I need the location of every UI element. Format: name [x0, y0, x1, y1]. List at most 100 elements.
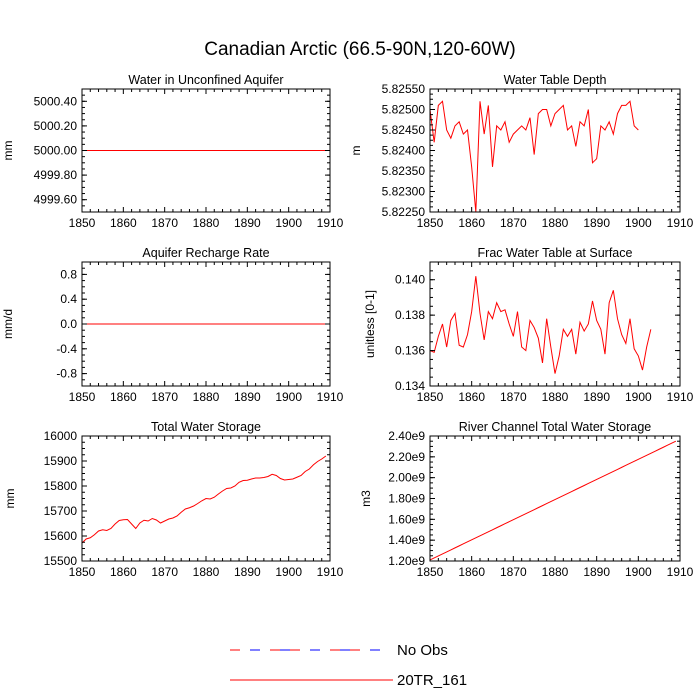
x-tick-label: 1910: [317, 390, 344, 404]
y-axis-label: unitless [0-1]: [363, 290, 377, 358]
x-tick-label: 1850: [417, 216, 444, 230]
chart-title: Total Water Storage: [151, 420, 261, 434]
x-tick-label: 1880: [542, 390, 569, 404]
figure-title: Canadian Arctic (66.5-90N,120-60W): [204, 39, 516, 60]
chart-p1: Water in Unconfined Aquifer 1850 1860 1870 1…: [1, 73, 344, 230]
series-line: [429, 100, 639, 213]
x-tick-label: 1890: [234, 216, 261, 230]
chart-title: Aquifer Recharge Rate: [142, 246, 269, 260]
y-tick-label: 5000.20: [34, 119, 78, 133]
x-tick-label: 1860: [458, 216, 485, 230]
x-tick-label: 1900: [275, 216, 302, 230]
chart-p6: River Channel Total Water Storage 1850 186…: [359, 420, 694, 579]
y-tick-label: 15700: [44, 504, 78, 518]
legend: No Obs 20TR_161: [230, 642, 467, 689]
y-tick-label: 5.82500: [382, 103, 426, 117]
y-tick-label: 5.82250: [382, 205, 426, 219]
x-tick-label: 1870: [500, 390, 527, 404]
x-tick-label: 1890: [234, 390, 261, 404]
y-tick-label: 15500: [44, 554, 78, 568]
y-tick-label: 0.4: [60, 292, 77, 306]
y-tick-label: 2.00e9: [388, 471, 425, 485]
y-tick-label: 0.0: [60, 317, 77, 331]
y-axis-label: mm: [3, 489, 17, 509]
series-line: [81, 455, 327, 544]
x-tick-label: 1870: [151, 565, 178, 579]
y-tick-label: 2.40e9: [388, 429, 425, 443]
y-axis-label: mm: [1, 141, 15, 161]
x-tick-label: 1870: [500, 216, 527, 230]
y-tick-label: 15900: [44, 454, 78, 468]
series-line: [429, 440, 677, 561]
x-tick-label: 1850: [69, 565, 96, 579]
y-tick-label: 4999.60: [34, 193, 78, 207]
y-tick-label: 5.82450: [382, 123, 426, 137]
x-tick-label: 1850: [69, 390, 96, 404]
y-tick-label: 4999.80: [34, 168, 78, 182]
x-tick-label: 1900: [275, 565, 302, 579]
x-tick-label: 1860: [458, 565, 485, 579]
x-tick-label: 1910: [317, 565, 344, 579]
x-tick-label: 1860: [110, 390, 137, 404]
x-tick-label: 1890: [583, 390, 610, 404]
y-tick-label: 1.60e9: [388, 512, 425, 526]
x-tick-label: 1880: [193, 565, 220, 579]
x-tick-label: 1870: [500, 565, 527, 579]
x-tick-label: 1860: [110, 565, 137, 579]
x-tick-label: 1850: [417, 390, 444, 404]
y-tick-label: 5.82550: [382, 82, 426, 96]
x-tick-label: 1880: [193, 390, 220, 404]
y-axis-label: m3: [359, 490, 373, 507]
y-axis-label: mm/d: [1, 309, 15, 339]
y-tick-label: 0.136: [395, 344, 425, 358]
chart-p4: Frac Water Table at Surface 1850 1860 1870 1…: [363, 246, 694, 404]
y-tick-label: 1.80e9: [388, 492, 425, 506]
chart-title: Water in Unconfined Aquifer: [128, 73, 283, 87]
x-tick-label: 1850: [417, 565, 444, 579]
plots-group: Water in Unconfined Aquifer 1850 1860 1870 1…: [1, 73, 694, 579]
x-tick-label: 1880: [542, 216, 569, 230]
x-tick-label: 1910: [667, 216, 694, 230]
y-tick-label: 5.82350: [382, 164, 426, 178]
y-tick-label: 0.8: [60, 267, 77, 281]
y-tick-label: 5.82300: [382, 185, 426, 199]
x-tick-label: 1900: [625, 216, 652, 230]
y-tick-label: 0.138: [395, 308, 425, 322]
y-tick-label: 15800: [44, 479, 78, 493]
x-tick-label: 1880: [542, 565, 569, 579]
y-tick-label: -0.4: [56, 342, 77, 356]
y-tick-label: -0.8: [56, 367, 77, 381]
chart-p5: Total Water Storage 1850 1860 1870 1880 1890 1…: [3, 420, 344, 579]
x-tick-label: 1890: [583, 565, 610, 579]
y-tick-label: 1.40e9: [388, 533, 425, 547]
x-tick-label: 1910: [317, 216, 344, 230]
chart-title: Frac Water Table at Surface: [478, 246, 633, 260]
chart-title: River Channel Total Water Storage: [459, 420, 652, 434]
y-tick-label: 0.134: [395, 379, 425, 393]
x-tick-label: 1900: [625, 565, 652, 579]
plot-frame: [429, 88, 681, 213]
y-tick-label: 2.20e9: [388, 450, 425, 464]
x-tick-label: 1890: [234, 565, 261, 579]
x-tick-label: 1910: [667, 565, 694, 579]
y-tick-label: 5.82400: [382, 144, 426, 158]
x-tick-label: 1900: [275, 390, 302, 404]
x-tick-label: 1880: [193, 216, 220, 230]
series-line: [429, 276, 652, 374]
x-tick-label: 1870: [151, 216, 178, 230]
x-tick-label: 1890: [583, 216, 610, 230]
y-axis-label: m: [349, 146, 363, 156]
legend-obs-label: No Obs: [397, 642, 448, 659]
y-tick-label: 0.140: [395, 273, 425, 287]
y-tick-label: 5000.40: [34, 94, 78, 108]
x-tick-label: 1850: [69, 216, 96, 230]
chart-p2: Water Table Depth 1850 1860 1870 1880 1890 190…: [349, 73, 694, 230]
x-tick-label: 1860: [110, 216, 137, 230]
legend-model-label: 20TR_161: [397, 672, 467, 689]
y-tick-label: 16000: [44, 429, 78, 443]
y-tick-label: 15600: [44, 529, 78, 543]
x-tick-label: 1860: [458, 390, 485, 404]
x-tick-label: 1900: [625, 390, 652, 404]
y-tick-label: 5000.00: [34, 144, 78, 158]
